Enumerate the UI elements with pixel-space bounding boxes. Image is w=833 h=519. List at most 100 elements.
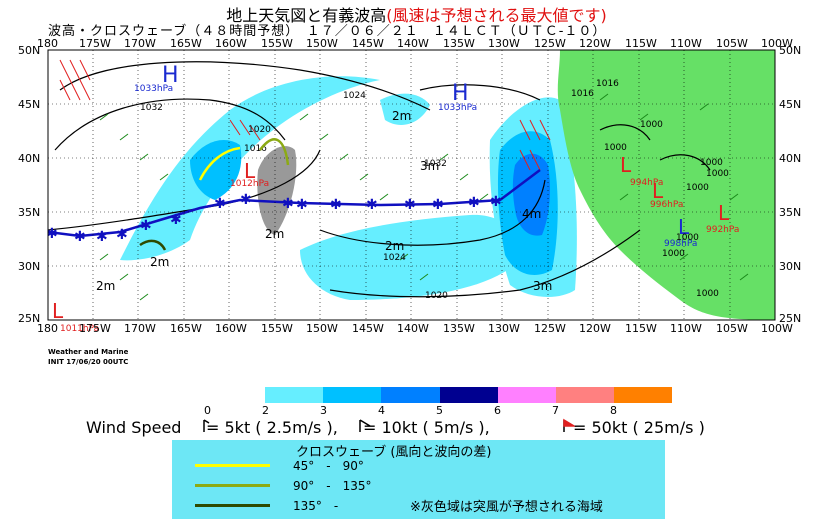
- low-symbol: L: [652, 179, 664, 203]
- colorbar-cell-0-2: [208, 387, 265, 403]
- lat-tick-right: 35N: [779, 206, 802, 219]
- svg-text:✱: ✱: [432, 197, 444, 213]
- svg-text:✱: ✱: [140, 218, 152, 234]
- front-symbols: ✱ ✱ ✱ ✱✱ ✱✱ ✱ ✱ ✱ ✱ ✱ ✱ ✱ ✱ ✱: [48, 192, 502, 245]
- isobar-label: 1000: [662, 249, 685, 259]
- isobar-label: 1016: [596, 79, 619, 89]
- lon-tick: 120W: [579, 37, 611, 50]
- wind-speed-item-5kt: = 5kt ( 2.5m/s ),: [206, 418, 338, 437]
- svg-text:✱: ✱: [170, 212, 182, 228]
- high-symbol: H: [452, 81, 469, 106]
- high-pressure-label: 1033hPa: [134, 84, 173, 94]
- low-pressure-label: 994hPa: [630, 178, 663, 188]
- lon-tick-bottom: 170W: [124, 322, 156, 335]
- lat-tick-left: 25N: [18, 312, 41, 325]
- low-symbol: L: [52, 299, 64, 323]
- lat-tick-right: 30N: [779, 260, 802, 273]
- isobar-label: 1024: [383, 253, 406, 263]
- isobar-labels: 1032 1024 1020 1016 1032 1024 1020 1016 …: [140, 79, 729, 301]
- lon-tick-bottom: 180: [37, 322, 58, 335]
- lon-tick: 130W: [488, 37, 520, 50]
- colorbar-cell-4-5: [381, 387, 440, 403]
- lon-tick-bottom: 130W: [488, 322, 520, 335]
- colorbar-cell-2-3: [265, 387, 323, 403]
- wind-speed-label: Wind Speed: [86, 418, 182, 437]
- gust-area-note: ※灰色域は突風が予想される海域: [410, 500, 603, 515]
- low-symbol: L: [718, 201, 730, 225]
- lon-tick: 135W: [443, 37, 475, 50]
- low-pressure-label: 996hPa: [650, 200, 683, 210]
- colorbar-label: 7: [552, 404, 559, 417]
- high-pressure-label: 1033hPa: [438, 103, 477, 113]
- lon-tick-bottom: 115W: [625, 322, 657, 335]
- legend-label-135: 135° -: [293, 499, 339, 513]
- wave-label: 3m: [420, 159, 439, 173]
- low-pressure-label: 1011hPa: [60, 324, 99, 334]
- isobars: [48, 61, 711, 298]
- colorbar-label: 8: [610, 404, 617, 417]
- colorbar-label: 4: [378, 404, 385, 417]
- lon-tick-bottom: 175W: [79, 322, 111, 335]
- isobar-label: 1000: [640, 120, 663, 130]
- lon-tick-bottom: 155W: [261, 322, 293, 335]
- svg-text:✱: ✱: [96, 229, 108, 245]
- wave-height-colorbar: [208, 387, 672, 403]
- lon-tick-bottom: 105W: [716, 322, 748, 335]
- svg-text:✱: ✱: [116, 227, 128, 243]
- wave-band-4m-east: [512, 153, 550, 236]
- lon-tick: 165W: [170, 37, 202, 50]
- isobar-label: 1016: [244, 144, 267, 154]
- wave-height-labels: 2m 2m 2m 3m 4m 2m 2m 3m: [96, 109, 552, 293]
- isobar-label: 1016: [571, 89, 594, 99]
- barb-10kt-icon: [359, 419, 371, 432]
- isobar-label: 1000: [676, 233, 699, 243]
- lon-tick: 150W: [306, 37, 338, 50]
- isobar-label: 1000: [696, 289, 719, 299]
- isobar-label: 1032: [424, 159, 447, 169]
- lon-tick: 175W: [79, 37, 111, 50]
- low-pressure-label: 1012hPa: [230, 179, 269, 189]
- lat-tick-right: 50N: [779, 44, 802, 57]
- lat-tick-left: 35N: [18, 206, 41, 219]
- cross-wave-lines: [139, 138, 290, 251]
- cross-wave-legend-title: クロスウェーブ (風向と波向の差): [296, 445, 492, 460]
- lon-tick: 170W: [124, 37, 156, 50]
- lon-tick-bottom: 150W: [306, 322, 338, 335]
- colorbar-cell-6-7: [498, 387, 556, 403]
- barb-5kt-icon: [203, 419, 210, 432]
- lon-tick-bottom: 100W: [761, 322, 793, 335]
- north-america-land: [557, 50, 775, 320]
- lon-tick-bottom: 135W: [443, 322, 475, 335]
- svg-text:✱: ✱: [468, 195, 480, 211]
- lat-tick-left: 50N: [18, 44, 41, 57]
- lon-tick-bottom: 125W: [534, 322, 566, 335]
- map-frame: [47, 49, 776, 321]
- low-symbol: L: [244, 159, 256, 183]
- svg-text:✱: ✱: [490, 194, 502, 210]
- isobar-label: 1000: [700, 158, 723, 168]
- wind-speed-item-50kt: = 50kt ( 25m/s ): [573, 418, 705, 437]
- svg-text:✱: ✱: [240, 192, 252, 208]
- wind-barbs: [99, 93, 749, 301]
- title-note: (風速は予想される最大値です): [386, 6, 607, 25]
- map-title: 地上天気図と有義波高(風速は予想される最大値です): [0, 2, 833, 26]
- lat-tick-left: 30N: [18, 260, 41, 273]
- lon-tick: 160W: [215, 37, 247, 50]
- colorbar-cell-5-6: [440, 387, 498, 403]
- wave-band-3m-west: [190, 140, 242, 200]
- isobar-label: 1024: [343, 91, 366, 101]
- legend-swatch-135: [195, 504, 270, 507]
- colorbar-label: 0: [204, 404, 211, 417]
- lon-tick-bottom: 160W: [215, 322, 247, 335]
- wind-speed-legend: Wind Speed = 5kt ( 2.5m/s ), = 10kt ( 5m/s…: [86, 418, 705, 437]
- stationary-front: [48, 169, 541, 238]
- low-symbol: L: [678, 215, 690, 239]
- colorbar-cell-8plus: [614, 387, 672, 403]
- lon-tick-bottom: 145W: [352, 322, 384, 335]
- isobar-label: 1000: [706, 169, 729, 179]
- svg-text:✱: ✱: [214, 196, 226, 212]
- colorbar-label: 6: [494, 404, 501, 417]
- lat-tick-right: 45N: [779, 98, 802, 111]
- credit-line-1: Weather and Marine: [48, 348, 129, 356]
- lon-tick: 125W: [534, 37, 566, 50]
